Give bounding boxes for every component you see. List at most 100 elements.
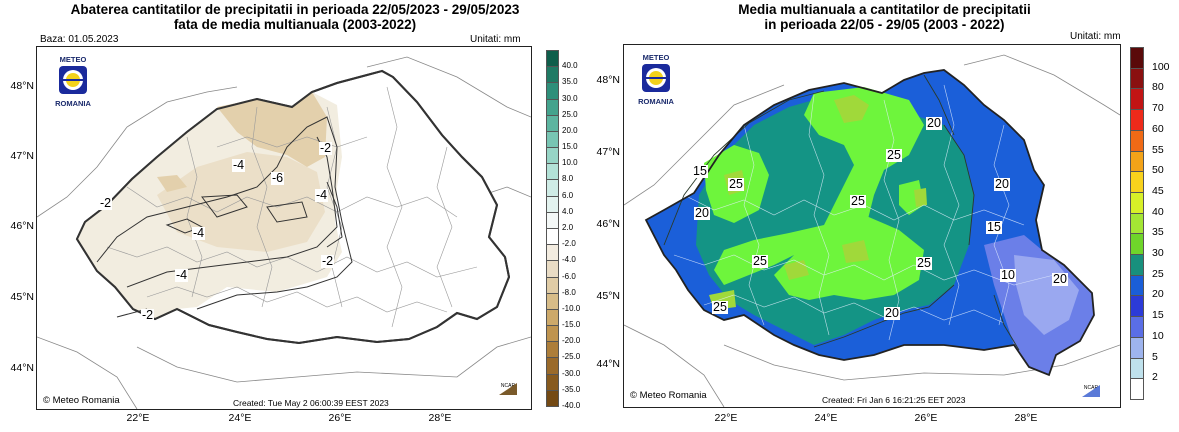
mean-map-panel: Media multianuala a cantitatilor de prec… <box>590 0 1179 432</box>
lat-label: 44°N <box>596 358 620 370</box>
colorbar-swatch <box>1130 336 1144 359</box>
mean-colorbar: 100 80 70 60 55 50 45 40 35 30 25 20 15 10 5 2 <box>1130 47 1179 400</box>
lon-label: 28°E <box>428 412 452 424</box>
contour-label: 20 <box>694 206 710 220</box>
colorbar-label: -40.0 <box>562 401 581 410</box>
colorbar-label: 10.0 <box>562 158 578 168</box>
colorbar-label: 10 <box>1152 329 1164 342</box>
colorbar-swatch <box>546 82 559 100</box>
colorbar-swatch <box>546 147 559 165</box>
colorbar-label: -15.0 <box>562 320 581 330</box>
colorbar-swatch <box>546 341 559 359</box>
lat-label: 45°N <box>596 290 620 302</box>
lon-label: 22°E <box>126 412 150 424</box>
colorbar-swatch <box>1130 88 1144 111</box>
colorbar-swatch <box>546 308 559 327</box>
colorbar-swatch <box>1130 191 1144 214</box>
colorbar-label: -35.0 <box>562 384 581 394</box>
colorbar-label: 6.0 <box>562 190 574 200</box>
colorbar-label: 50 <box>1152 164 1164 177</box>
contour-label: 25 <box>728 177 744 191</box>
colorbar-label: -20.0 <box>562 336 581 346</box>
contour-label: -2 <box>319 141 333 155</box>
lat-label: 44°N <box>10 362 34 374</box>
colorbar-swatch <box>546 260 559 278</box>
colorbar-label: -4.0 <box>562 255 576 265</box>
colorbar-label: -8.0 <box>562 287 576 297</box>
contour-label: -4 <box>175 268 189 282</box>
colorbar-label: 2 <box>1152 371 1158 384</box>
colorbar-label: 5 <box>1152 350 1158 363</box>
colorbar-label: 8.0 <box>562 174 574 184</box>
contour-label: -2 <box>99 196 113 210</box>
colorbar-label: 4.0 <box>562 206 574 216</box>
ncar-logo: NCAR <box>1082 385 1100 403</box>
colorbar-label: -6.0 <box>562 271 576 281</box>
mean-map-subtitle: in perioada 22/05 - 29/05 (2003 - 2022) <box>764 17 1005 32</box>
colorbar-swatch <box>546 98 559 116</box>
units-label: Unitati: mm <box>1070 31 1121 42</box>
colorbar-swatch <box>546 276 559 294</box>
colorbar-label: 80 <box>1152 81 1164 94</box>
colorbar-label: 30.0 <box>562 93 578 103</box>
colorbar-label: 20.0 <box>562 125 578 135</box>
lon-label: 26°E <box>328 412 352 424</box>
colorbar-swatch <box>1130 378 1144 400</box>
contour-label: 20 <box>926 116 942 130</box>
colorbar-label: 20 <box>1152 288 1164 301</box>
deviation-map-title: Abaterea cantitatilor de precipitatii in… <box>70 2 520 17</box>
contour-label: 25 <box>916 256 932 270</box>
colorbar-label: -2.0 <box>562 239 576 249</box>
colorbar-label: 25.0 <box>562 109 578 119</box>
copyright: © Meteo Romania <box>630 390 707 401</box>
lat-label: 47°N <box>596 146 620 158</box>
colorbar-label: 70 <box>1152 102 1164 115</box>
colorbar-label: 55 <box>1152 143 1164 156</box>
colorbar-label: 35.0 <box>562 77 578 87</box>
mean-map-title: Media multianuala a cantitatilor de prec… <box>738 2 1031 17</box>
colorbar-swatch <box>1130 316 1144 338</box>
deviation-colorbar: 40.0 35.0 30.0 25.0 20.0 15.0 10.0 8.0 6.0 4.0 2.0… <box>546 50 590 410</box>
colorbar-label: 40 <box>1152 205 1164 218</box>
colorbar-swatch <box>1130 109 1144 131</box>
colorbar-label: 35 <box>1152 226 1164 239</box>
colorbar-label: 15.0 <box>562 142 578 152</box>
colorbar-swatch <box>546 195 559 213</box>
colorbar-swatch <box>546 357 559 375</box>
deviation-map: METEO ROMANIA -2 -4 -6 -4 -2 -4 -4 -2 -2… <box>36 46 532 410</box>
contour-label: -4 <box>232 158 246 172</box>
colorbar-swatch <box>1130 357 1144 380</box>
logo-emblem-icon <box>642 64 670 92</box>
contour-label: -2 <box>141 308 155 322</box>
created-timestamp: Created: Fri Jan 6 16:21:25 EET 2023 <box>822 395 966 405</box>
lat-label: 45°N <box>10 291 34 303</box>
colorbar-label: 100 <box>1152 60 1170 73</box>
contour-label: -6 <box>271 171 285 185</box>
colorbar-label: 25 <box>1152 267 1164 280</box>
deviation-map-subtitle: fata de media multianuala (2003-2022) <box>173 17 417 32</box>
colorbar-label: 40.0 <box>562 61 578 71</box>
contour-label: 15 <box>692 164 708 178</box>
colorbar-label: 15 <box>1152 309 1164 322</box>
lat-label: 46°N <box>596 218 620 230</box>
contour-label: 10 <box>1000 268 1016 282</box>
contour-label: 25 <box>850 194 866 208</box>
lon-label: 26°E <box>914 412 938 424</box>
contour-label: 15 <box>986 220 1002 234</box>
colorbar-swatch <box>546 244 559 262</box>
colorbar-swatch <box>1130 47 1144 69</box>
colorbar-swatch <box>546 325 559 343</box>
contour-label: 20 <box>994 177 1010 191</box>
colorbar-swatch <box>1130 212 1144 235</box>
contour-label: 25 <box>886 148 902 162</box>
logo-emblem-icon <box>59 66 87 94</box>
contour-label: -2 <box>321 254 335 268</box>
lon-label: 24°E <box>814 412 838 424</box>
ncar-logo: NCAR <box>499 383 517 401</box>
colorbar-label: -25.0 <box>562 352 581 362</box>
ncar-icon <box>499 383 517 395</box>
contour-label: 25 <box>752 254 768 268</box>
colorbar-swatch <box>546 179 559 197</box>
contour-label: 20 <box>1052 272 1068 286</box>
colorbar-swatch <box>1130 233 1144 256</box>
